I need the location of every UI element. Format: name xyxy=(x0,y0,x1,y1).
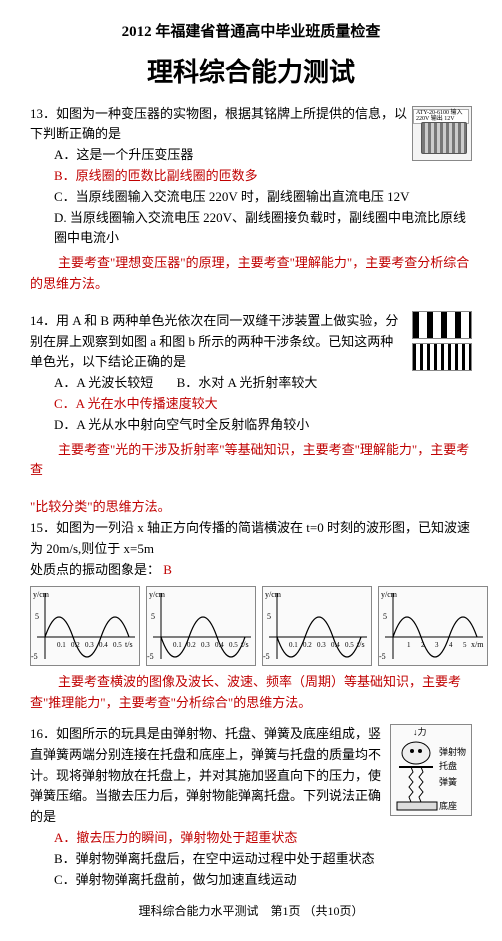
wave-plot-3: y/cm 5 -5 t/s 0.1 0.2 0.3 0.4 0.5 xyxy=(262,586,372,666)
q15-answer: B xyxy=(163,562,172,577)
q14-opt-d: D．A 光从水中射向空气时全反射临界角较小 xyxy=(54,415,309,436)
q14-opt-c: C．A 光在水中传播速度较大 xyxy=(54,394,218,415)
q15-stem-2: 处质点的振动图象是： B xyxy=(30,560,472,581)
interference-figure xyxy=(412,311,472,375)
interference-pattern-b xyxy=(412,343,472,371)
svg-text:0.5: 0.5 xyxy=(113,641,122,649)
svg-text:-5: -5 xyxy=(263,652,270,661)
svg-text:y/cm: y/cm xyxy=(33,590,50,599)
transformer-coil xyxy=(421,122,467,154)
toy-figure: ↓力 弹射物 托盘 弹簧 底座 xyxy=(390,724,472,816)
q15-stem-2-text: 处质点的振动图象是： xyxy=(30,562,160,577)
q16-opt-b: B．弹射物弹离托盘后，在空中运动过程中处于超重状态 xyxy=(30,849,472,870)
q14-stem: 14．用 A 和 B 两种单色光依次在同一双缝干涉装置上做实验，分别在屏上观察到… xyxy=(30,311,472,373)
svg-text:x/m: x/m xyxy=(471,640,484,649)
q13-opt-d: D. 当原线圈输入交流电压 220V、副线圈接负载时，副线圈中电流比原线圈中电流… xyxy=(30,208,472,250)
svg-text:-5: -5 xyxy=(379,652,386,661)
svg-text:5: 5 xyxy=(151,612,155,621)
svg-text:5: 5 xyxy=(383,612,387,621)
wave-plot-4: y/cm 5 -5 x/m 1 2 3 4 5 xyxy=(378,586,488,666)
svg-text:0.3: 0.3 xyxy=(201,641,210,649)
svg-text:托盘: 托盘 xyxy=(439,760,457,771)
q13-opt-b: B．原线圈的匝数比副线圈的匝数多 xyxy=(30,166,472,187)
svg-text:0.5: 0.5 xyxy=(229,641,238,649)
svg-text:4: 4 xyxy=(449,641,453,649)
q14-opts-row2: C．A 光在水中传播速度较大 D．A 光从水中射向空气时全反射临界角较小 xyxy=(30,394,472,436)
q13-stem: 13．如图为一种变压器的实物图，根据其铭牌上所提供的信息，以下判断正确的是 xyxy=(30,104,472,146)
q16-opt-c: C．弹射物弹离托盘前，做匀加速直线运动 xyxy=(30,870,472,891)
q16-opt-a: A．撤去压力的瞬间，弹射物处于超重状态 xyxy=(30,828,472,849)
svg-text:0.3: 0.3 xyxy=(85,641,94,649)
page-subtitle: 2012 年福建省普通高中毕业班质量检查 xyxy=(30,20,472,44)
svg-text:t/s: t/s xyxy=(125,640,133,649)
svg-text:3: 3 xyxy=(435,641,439,649)
svg-text:y/cm: y/cm xyxy=(381,590,398,599)
q13-comment: 主要考查"理想变压器"的原理，主要考查"理解能力"，主要考查分析综合的思维方法。 xyxy=(30,253,472,295)
wave-plot-2: y/cm 5 -5 t/s 0.1 0.2 0.3 0.4 0.5 xyxy=(146,586,256,666)
toy-force-label: ↓力 xyxy=(413,726,427,737)
q13-opt-c: C．当原线圈输入交流电压 220V 时，副线圈输出直流电压 12V xyxy=(30,187,472,208)
interference-pattern-a xyxy=(412,311,472,339)
svg-text:y/cm: y/cm xyxy=(149,590,166,599)
q14-comment-1: 主要考查"光的干涉及折射率"等基础知识，主要考查"理解能力"，主要考查 xyxy=(30,440,472,482)
wave-plots-row: y/cm 5 -5 t/s 0.1 0.2 0.3 0.4 0.5 y/cm 5… xyxy=(30,586,472,666)
question-14: 14．用 A 和 B 两种单色光依次在同一双缝干涉装置上做实验，分别在屏上观察到… xyxy=(30,311,472,491)
question-15: 15．如图为一列沿 x 轴正方向传播的简谐横波在 t=0 时刻的波形图，已知波速… xyxy=(30,518,472,714)
svg-text:1: 1 xyxy=(407,641,411,649)
q14-opts-row1: A．A 光波长较短 B．水对 A 光折射率较大 xyxy=(30,373,472,394)
svg-text:0.5: 0.5 xyxy=(345,641,354,649)
q14-opt-a: A．A 光波长较短 xyxy=(54,373,153,394)
svg-text:弹射物: 弹射物 xyxy=(439,746,466,757)
page-footer: 理科综合能力水平测试 第1页 （共10页） xyxy=(30,902,472,921)
svg-text:-5: -5 xyxy=(147,652,154,661)
svg-text:-5: -5 xyxy=(31,652,38,661)
svg-text:0.4: 0.4 xyxy=(99,641,108,649)
q14-opt-b: B．水对 A 光折射率较大 xyxy=(177,373,318,394)
question-16: ↓力 弹射物 托盘 弹簧 底座 16．如图所示的玩具是由弹射物、托盘、弹簧及底座… xyxy=(30,724,472,890)
svg-text:5: 5 xyxy=(267,612,271,621)
svg-text:弹簧: 弹簧 xyxy=(439,776,457,787)
svg-text:5: 5 xyxy=(35,612,39,621)
svg-text:y/cm: y/cm xyxy=(265,590,282,599)
svg-text:0.2: 0.2 xyxy=(187,641,196,649)
page-title: 理科综合能力测试 xyxy=(30,52,472,94)
svg-text:0.3: 0.3 xyxy=(317,641,326,649)
svg-text:0.1: 0.1 xyxy=(173,641,182,649)
svg-text:5: 5 xyxy=(463,641,467,649)
q14-comment-2: "比较分类"的思维方法。 xyxy=(30,497,472,518)
q13-opt-a: A．这是一个升压变压器 xyxy=(30,145,472,166)
svg-text:0.2: 0.2 xyxy=(303,641,312,649)
svg-text:0.1: 0.1 xyxy=(57,641,66,649)
question-13: ATY-20-6100 输入 220V 输出 12V 13．如图为一种变压器的实… xyxy=(30,104,472,305)
svg-text:0.1: 0.1 xyxy=(289,641,298,649)
svg-text:底座: 底座 xyxy=(439,800,457,811)
wave-plot-1: y/cm 5 -5 t/s 0.1 0.2 0.3 0.4 0.5 xyxy=(30,586,140,666)
transformer-figure: ATY-20-6100 输入 220V 输出 12V xyxy=(412,106,472,161)
q15-stem-1: 15．如图为一列沿 x 轴正方向传播的简谐横波在 t=0 时刻的波形图，已知波速… xyxy=(30,518,472,560)
